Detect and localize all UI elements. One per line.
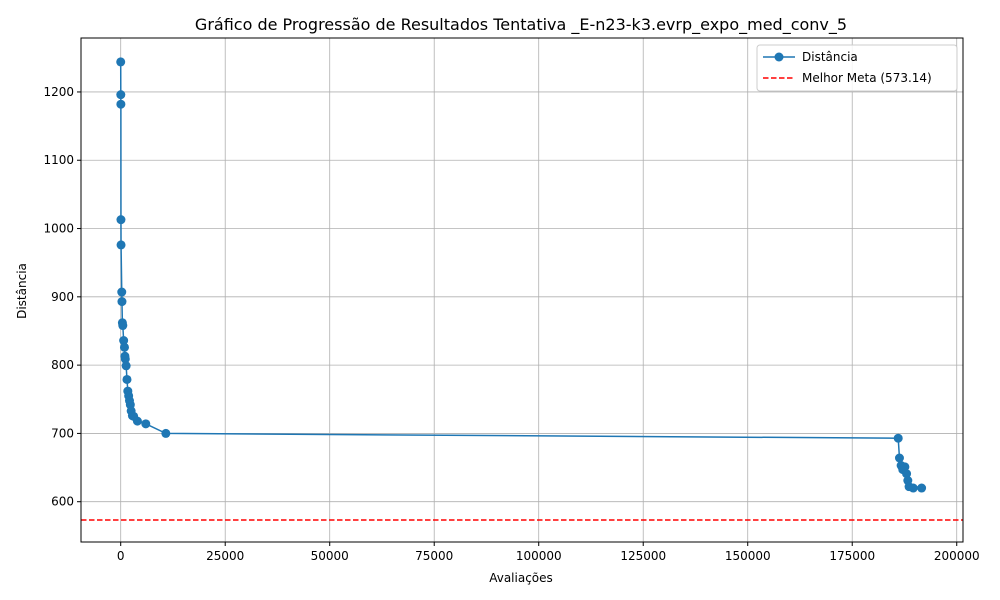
plot-frame (80, 37, 964, 543)
data-point (900, 462, 910, 472)
y-tick-label: 700 (51, 426, 74, 440)
y-axis-ticks: 600 700 800 900 1000 1100 1200 (43, 85, 81, 509)
data-point (161, 428, 171, 438)
legend-series-label: Distância (802, 50, 858, 64)
y-tick-label: 800 (51, 358, 74, 372)
y-tick-label: 1100 (43, 153, 74, 167)
data-point (117, 287, 127, 297)
data-point (132, 416, 142, 426)
y-tick-label: 600 (51, 495, 74, 509)
data-point (117, 297, 127, 307)
y-tick-label: 900 (51, 290, 74, 304)
grid (81, 38, 963, 542)
data-point (122, 374, 132, 384)
legend-series-marker (774, 52, 784, 62)
data-point (116, 90, 126, 100)
data-point (141, 419, 151, 429)
data-point (902, 469, 912, 479)
series-line (119, 61, 922, 489)
data-point (118, 321, 128, 331)
x-tick-label: 50000 (311, 549, 349, 563)
legend: Distância Melhor Meta (573.14) (756, 44, 958, 92)
x-tick-label: 0 (117, 549, 125, 563)
x-tick-label: 200000 (934, 549, 980, 563)
y-tick-label: 1000 (43, 222, 74, 236)
x-axis-ticks: 0 25000 50000 75000 100000 125000 150000 175000… (117, 542, 980, 563)
data-point (894, 453, 904, 463)
data-point (116, 99, 126, 109)
x-tick-label: 125000 (620, 549, 666, 563)
x-tick-label: 100000 (516, 549, 562, 563)
data-point (116, 215, 126, 225)
legend-box (756, 44, 958, 92)
data-point (917, 483, 927, 493)
legend-reference-label: Melhor Meta (573.14) (802, 71, 932, 85)
data-point (119, 336, 129, 346)
data-point (893, 433, 903, 443)
chart-title: Gráfico de Progressão de Resultados Tent… (195, 15, 847, 35)
data-point (119, 342, 129, 352)
data-point (116, 57, 126, 67)
data-point (121, 361, 131, 371)
x-axis-label: Avaliações (489, 571, 553, 585)
y-axis-label: Distância (15, 263, 29, 319)
x-tick-label: 75000 (415, 549, 453, 563)
x-tick-label: 175000 (829, 549, 875, 563)
y-tick-label: 1200 (43, 85, 74, 99)
series-layer (116, 57, 927, 493)
data-point (908, 483, 918, 493)
data-point (116, 240, 126, 250)
x-tick-label: 25000 (206, 549, 244, 563)
x-tick-label: 150000 (725, 549, 771, 563)
data-point (120, 354, 130, 364)
